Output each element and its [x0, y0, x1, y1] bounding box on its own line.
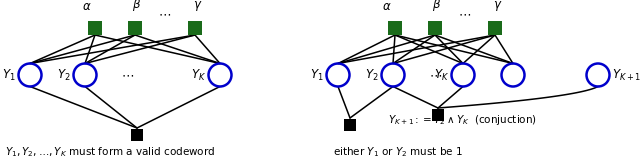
Bar: [428, 21, 442, 35]
Bar: [88, 21, 102, 35]
Bar: [488, 21, 502, 35]
Text: $Y_2$: $Y_2$: [58, 67, 71, 82]
Text: $\cdots$: $\cdots$: [122, 68, 134, 82]
Text: $\gamma$: $\gamma$: [193, 0, 203, 13]
Text: either $Y_1$ or $Y_2$ must be 1: either $Y_1$ or $Y_2$ must be 1: [333, 145, 463, 159]
Bar: [388, 21, 402, 35]
Text: $Y_{K+1} := Y_2 \wedge Y_K$  (conjuction): $Y_{K+1} := Y_2 \wedge Y_K$ (conjuction): [388, 113, 537, 127]
Text: $\cdots$: $\cdots$: [159, 7, 172, 20]
Text: $\beta$: $\beta$: [132, 0, 141, 13]
Text: $Y_2$: $Y_2$: [365, 67, 379, 82]
Text: $Y_1$: $Y_1$: [3, 67, 16, 82]
Text: $Y_K$: $Y_K$: [434, 67, 449, 82]
Bar: [188, 21, 202, 35]
Text: $Y_K$: $Y_K$: [191, 67, 206, 82]
Bar: [344, 119, 356, 131]
Text: $Y_{K+1}$: $Y_{K+1}$: [612, 67, 640, 82]
Text: $\cdots$: $\cdots$: [429, 68, 442, 82]
Text: $\gamma$: $\gamma$: [493, 0, 503, 13]
Text: $\cdots$: $\cdots$: [458, 7, 472, 20]
Bar: [432, 109, 444, 121]
Bar: [131, 129, 143, 141]
Text: $\alpha$: $\alpha$: [382, 0, 392, 13]
Bar: [128, 21, 142, 35]
Text: $\beta$: $\beta$: [433, 0, 442, 13]
Text: $Y_1$: $Y_1$: [310, 67, 324, 82]
Text: $Y_1, Y_2, \ldots, Y_K$ must form a valid codeword: $Y_1, Y_2, \ldots, Y_K$ must form a vali…: [5, 145, 215, 159]
Text: $\alpha$: $\alpha$: [82, 0, 92, 13]
